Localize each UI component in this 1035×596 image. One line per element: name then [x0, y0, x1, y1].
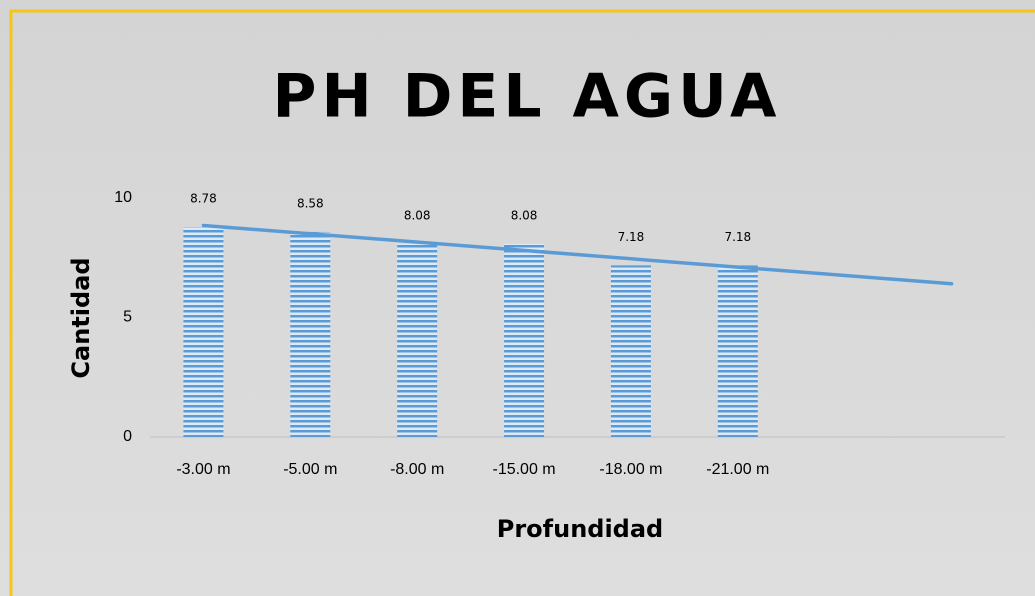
chart-title: PH DEL AGUA: [273, 62, 782, 132]
bar: [717, 265, 758, 437]
data-label: 8.08: [511, 208, 538, 222]
y-axis-label: Cantidad: [67, 257, 95, 378]
bar: [397, 243, 438, 437]
data-label: 8.08: [404, 208, 431, 222]
x-axis-label: Profundidad: [497, 515, 664, 543]
x-tick-label: -8.00 m: [390, 461, 444, 478]
bar: [504, 243, 545, 437]
data-label: 8.78: [190, 192, 217, 206]
x-tick-label: -18.00 m: [599, 461, 662, 478]
y-tick-label: 0: [123, 428, 132, 445]
y-tick-label: 5: [123, 309, 132, 326]
y-tick-label: 10: [114, 189, 132, 206]
trendline: [201, 223, 954, 286]
data-label: 7.18: [618, 230, 645, 244]
x-tick-label: -15.00 m: [492, 461, 555, 478]
bar: [610, 265, 651, 437]
data-label: 7.18: [724, 230, 751, 244]
bar: [290, 231, 331, 437]
x-tick-label: -21.00 m: [706, 461, 769, 478]
x-tick-label: -3.00 m: [176, 461, 230, 478]
x-tick-label: -5.00 m: [283, 461, 337, 478]
frame-border: [9, 9, 1035, 596]
bar: [183, 227, 224, 437]
data-label: 8.58: [297, 196, 324, 210]
